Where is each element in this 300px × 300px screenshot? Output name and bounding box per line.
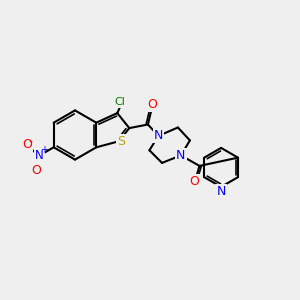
Text: -: - [29,136,33,146]
Text: O: O [31,164,41,177]
Text: S: S [117,135,125,148]
Text: O: O [189,175,199,188]
Text: +: + [40,146,49,155]
Text: N: N [216,185,226,198]
Text: O: O [22,138,32,151]
Text: Cl: Cl [114,97,125,107]
Text: O: O [147,98,157,111]
Text: N: N [35,149,44,162]
Text: N: N [154,129,163,142]
Text: N: N [176,149,186,162]
